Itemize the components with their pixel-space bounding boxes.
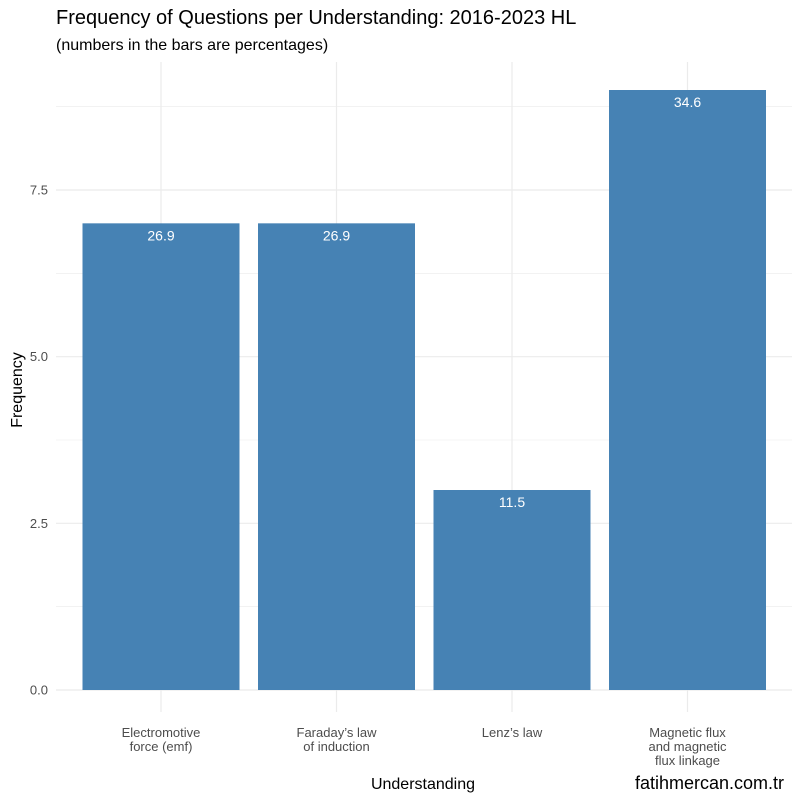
bar-value-label: 26.9 [323,227,350,243]
y-axis-ticks: 0.0 2.5 5.0 7.5 [30,183,48,698]
bar-labels: 26.9 26.9 11.5 34.6 [147,94,701,510]
bar-value-label: 26.9 [147,227,174,243]
x-tick-label: Faraday’s law of induction [297,725,378,754]
x-tick-label: Lenz’s law [482,725,543,740]
y-tick-label: 7.5 [30,183,48,198]
chart-title: Frequency of Questions per Understanding… [56,7,576,29]
y-tick-label: 0.0 [30,683,48,698]
bar [258,223,415,691]
bar-value-label: 11.5 [499,494,525,510]
bar [433,490,591,690]
bar-value-label: 34.6 [674,94,701,110]
x-tick-label: Magnetic flux and magnetic flux linkage [648,725,727,768]
bars [82,90,766,691]
x-axis-ticks: Electromotive force (emf) Faraday’s law of … [122,725,727,768]
bar [609,90,766,690]
y-axis-title: Frequency [9,352,26,428]
y-tick-label: 2.5 [30,516,48,531]
x-tick-label: Electromotive force (emf) [122,725,201,754]
chart-subtitle: (numbers in the bars are percentages) [56,37,328,54]
y-tick-label: 5.0 [30,349,48,364]
bar [82,223,240,691]
x-axis-title: Understanding [371,776,475,793]
caption-watermark: fatihmercan.com.tr [635,773,784,793]
